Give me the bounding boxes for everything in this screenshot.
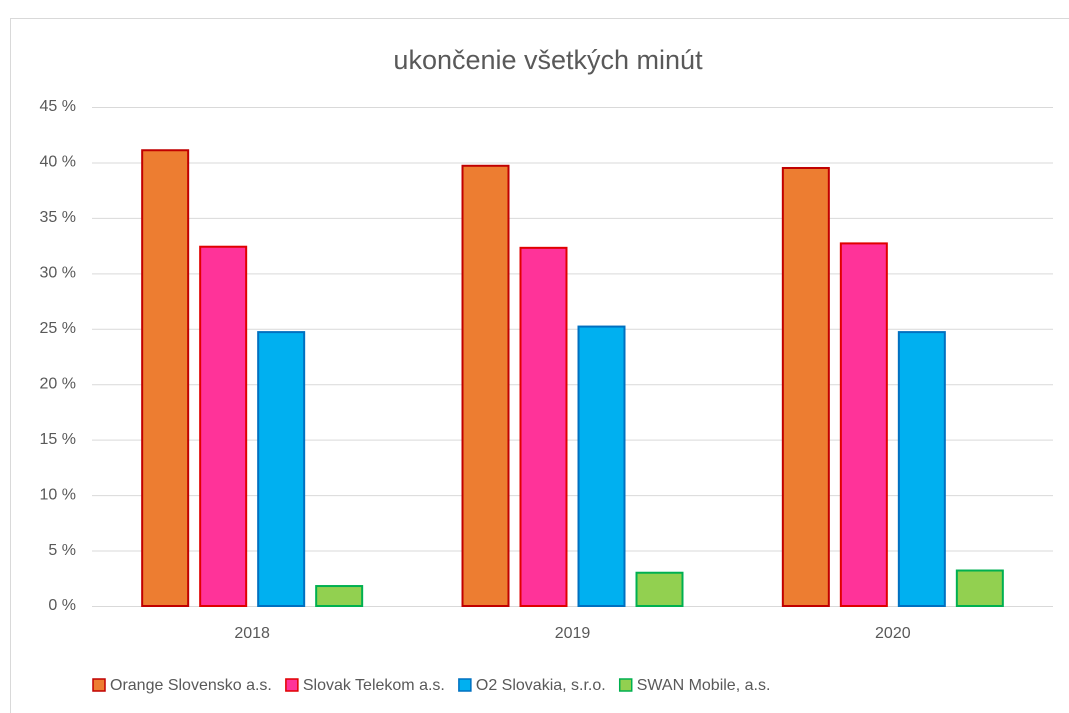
legend-label: SWAN Mobile, a.s. [637, 677, 771, 694]
y-tick-label: 15 % [40, 431, 76, 448]
bar [577, 325, 626, 607]
legend-swatch [458, 678, 472, 692]
x-tick-label: 2020 [875, 625, 911, 642]
x-tick-label: 2018 [234, 625, 270, 642]
bar [315, 585, 364, 607]
legend-swatch [285, 678, 299, 692]
y-tick-label: 10 % [40, 486, 76, 503]
y-tick-label: 20 % [40, 375, 76, 392]
y-tick-label: 5 % [48, 542, 76, 559]
y-tick-label: 35 % [40, 209, 76, 226]
bar [955, 569, 1004, 608]
bar [461, 164, 510, 607]
legend-swatch [92, 678, 106, 692]
bar [839, 242, 888, 607]
y-tick-label: 40 % [40, 154, 76, 171]
bar [257, 331, 306, 607]
legend-label: Slovak Telekom a.s. [303, 677, 445, 694]
bar [781, 166, 830, 607]
bar [199, 245, 248, 607]
legend-label: O2 Slovakia, s.r.o. [476, 677, 606, 694]
bar [519, 246, 568, 607]
y-tick-label: 45 % [40, 98, 76, 115]
chart-title: ukončenie všetkých minút [393, 45, 703, 75]
bar [635, 571, 684, 608]
legend-label: Orange Slovensko a.s. [110, 677, 272, 694]
bar [897, 331, 946, 607]
bar [141, 149, 190, 607]
x-tick-label: 2019 [555, 625, 591, 642]
y-tick-label: 30 % [40, 265, 76, 282]
y-tick-label: 25 % [40, 320, 76, 337]
legend-swatch [618, 678, 633, 692]
y-tick-label: 0 % [48, 597, 76, 614]
